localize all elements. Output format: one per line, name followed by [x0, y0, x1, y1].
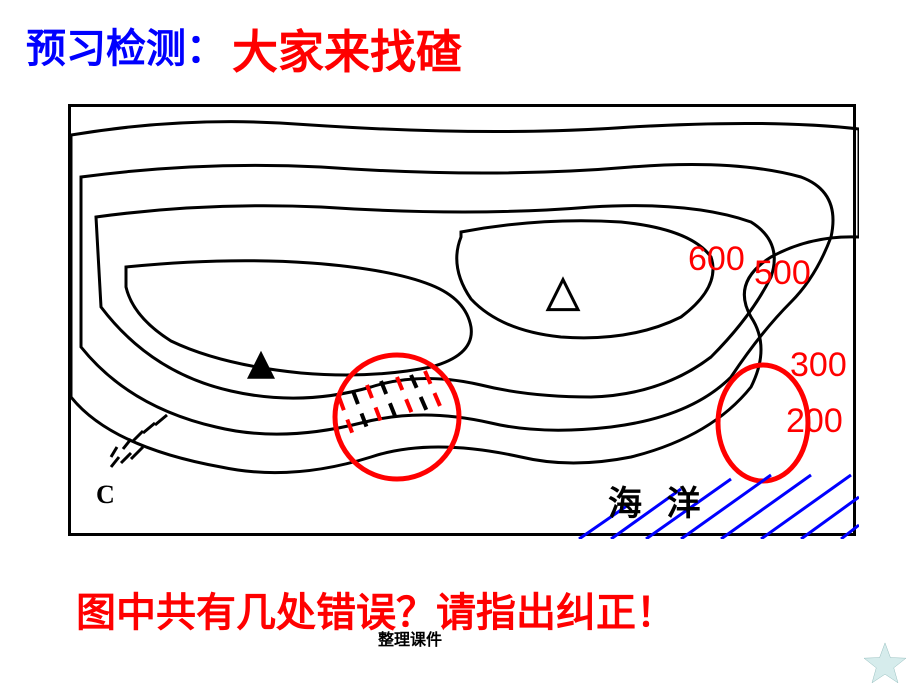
- ocean-label: 海 洋: [608, 476, 709, 525]
- elev-600: 600: [688, 240, 745, 279]
- elev-300: 300: [790, 346, 847, 385]
- elev-500: 500: [754, 254, 811, 293]
- star-icon[interactable]: [862, 642, 908, 688]
- elev-200: 200: [786, 402, 843, 441]
- footnote-text: 整理课件: [378, 626, 442, 650]
- question-text: 图中共有几处错误？请指出纠正！: [76, 580, 676, 638]
- point-c-label: C: [96, 480, 115, 510]
- heading-preview: 预习检测：: [26, 16, 226, 74]
- contour-map-frame: [68, 104, 856, 536]
- heading-find-errors: 大家来找碴: [232, 16, 462, 82]
- contour-map-svg: [71, 107, 859, 539]
